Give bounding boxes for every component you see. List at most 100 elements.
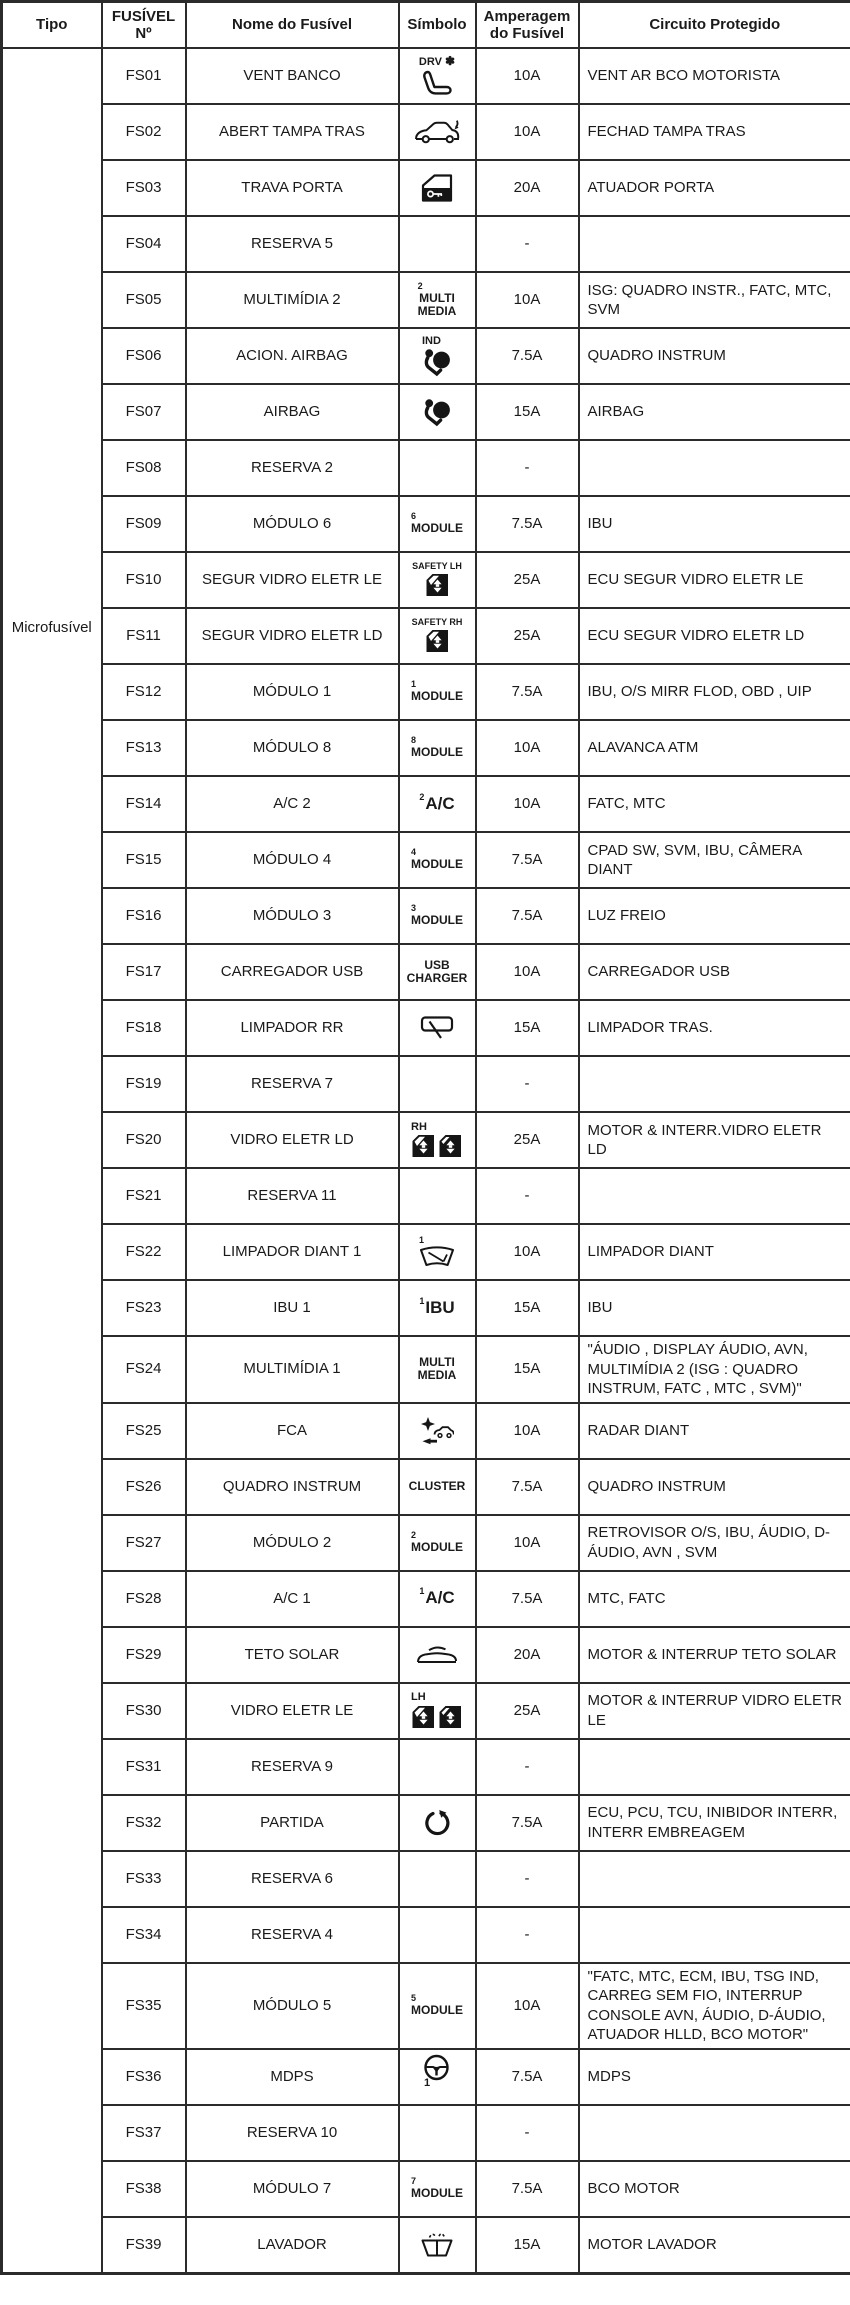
fuse-name-cell: ACION. AIRBAG — [184, 327, 400, 385]
fuse-symbol-cell — [397, 2103, 477, 2162]
fuse-amperage-cell: - — [474, 2103, 580, 2162]
fuse-symbol-cell: RH — [397, 1111, 477, 1169]
table-row: FS14 A/C 2 2A/C 10A FATC, MTC — [2, 775, 850, 833]
fuse-name-cell: FCA — [184, 1401, 400, 1460]
fuse-id-cell: FS32 — [100, 1793, 187, 1852]
protected-circuit-cell: ALAVANCA ATM — [577, 719, 850, 777]
fuse-name-cell: MULTIMÍDIA 2 — [184, 271, 400, 329]
symbol-text: MODULE — [411, 745, 463, 760]
header-row: Tipo FUSÍVEL Nº Nome do Fusível Símbolo … — [0, 0, 850, 49]
fuse-symbol-cell — [397, 383, 477, 441]
fuse-symbol-cell — [397, 1793, 477, 1852]
symbol-superscript: 2 — [419, 791, 425, 802]
fuse-amperage-cell: 15A — [474, 1279, 580, 1337]
fuse-id-cell: FS12 — [100, 663, 187, 721]
column-header-simbolo: Símbolo — [397, 0, 477, 49]
fuse-id-cell: FS08 — [100, 439, 187, 497]
protected-circuit-cell: FECHAD TAMPA TRAS — [577, 103, 850, 161]
protected-circuit-cell: ATUADOR PORTA — [577, 159, 850, 217]
fuse-id-cell: FS18 — [100, 999, 187, 1057]
fuse-amperage-cell: - — [474, 439, 580, 497]
fuse-amperage-cell: 7.5A — [474, 327, 580, 385]
symbol-suffix: 1 — [424, 2077, 431, 2089]
table-row: FS34 RESERVA 4 - — [2, 1905, 850, 1964]
engine-start-icon — [424, 1809, 450, 1837]
protected-circuit-cell: QUADRO INSTRUM — [577, 1457, 850, 1516]
symbol-text: MODULE — [411, 689, 463, 704]
fuse-symbol-cell — [397, 999, 477, 1057]
fuse-id-cell: FS09 — [100, 495, 187, 553]
fuse-name-cell: IBU 1 — [184, 1279, 400, 1337]
fuse-name-cell: A/C 1 — [184, 1569, 400, 1628]
fuse-symbol-cell — [397, 159, 477, 217]
fuse-amperage-cell: 25A — [474, 551, 580, 609]
fuse-symbol-cell — [397, 1849, 477, 1908]
fuse-name-cell: RESERVA 11 — [184, 1167, 400, 1225]
fuse-amperage-cell: 15A — [474, 2215, 580, 2274]
fuse-symbol-cell — [397, 1625, 477, 1684]
symbol-text: MODULE — [411, 2185, 463, 2200]
fuse-id-cell: FS38 — [100, 2159, 187, 2218]
symbol-superscript: 1 — [411, 679, 417, 690]
column-header-tipo: Tipo — [0, 0, 103, 49]
protected-circuit-cell: VENT AR BCO MOTORISTA — [577, 47, 850, 105]
fuse-id-cell: FS05 — [100, 271, 187, 329]
seat-ventilation-icon — [419, 69, 455, 97]
fuse-amperage-cell: 7.5A — [474, 887, 580, 945]
protected-circuit-cell: IBU — [577, 1279, 850, 1337]
fuse-type-label: Microfusível — [11, 619, 92, 636]
table-row: FS26 QUADRO INSTRUM CLUSTER 7.5A QUADRO INST… — [2, 1457, 850, 1516]
symbol-superscript: 1 — [419, 1295, 425, 1306]
table-row: FS18 LIMPADOR RR 15A LIMPADOR TRAS. — [2, 999, 850, 1057]
column-header-nome: Nome do Fusível — [184, 0, 400, 49]
symbol-label: DRV ✽ — [418, 54, 456, 69]
fuse-symbol-cell — [397, 1055, 477, 1113]
table-row: FS27 MÓDULO 2 2 MODULE 10A RETROVISOR O/S, IB… — [2, 1513, 850, 1572]
symbol-text: MULTI — [419, 290, 455, 305]
fuse-name-cell: MÓDULO 4 — [184, 831, 400, 889]
fuse-name-cell: RESERVA 6 — [184, 1849, 400, 1908]
fuse-symbol-cell — [397, 439, 477, 497]
fuse-id-cell: FS11 — [100, 607, 187, 665]
protected-circuit-cell: MTC, FATC — [577, 1569, 850, 1628]
protected-circuit-cell: RETROVISOR O/S, IBU, ÁUDIO, D-ÁUDIO, AVN… — [577, 1513, 850, 1572]
fuse-name-cell: CARREGADOR USB — [184, 943, 400, 1001]
fuse-id-cell: FS28 — [100, 1569, 187, 1628]
fuse-symbol-cell — [397, 1737, 477, 1796]
fuse-symbol-cell: LH — [397, 1681, 477, 1740]
fuse-symbol-cell: 2A/C — [397, 775, 477, 833]
fuse-amperage-cell: - — [474, 1849, 580, 1908]
fuse-amperage-cell: 15A — [474, 999, 580, 1057]
fuse-symbol-cell — [397, 103, 477, 161]
fuse-name-cell: LAVADOR — [184, 2215, 400, 2274]
fuse-amperage-cell: 10A — [474, 103, 580, 161]
protected-circuit-cell: ECU SEGUR VIDRO ELETR LD — [577, 607, 850, 665]
fuse-id-cell: FS24 — [100, 1335, 187, 1404]
table-row: FS21 RESERVA 11 - — [2, 1167, 850, 1225]
symbol-superscript: 6 — [411, 511, 417, 522]
fuse-name-cell: SEGUR VIDRO ELETR LE — [184, 551, 400, 609]
fuse-symbol-cell: USB CHARGER — [397, 943, 477, 1001]
fuse-symbol-cell: IND — [397, 327, 477, 385]
fuse-symbol-cell: 1A/C — [397, 1569, 477, 1628]
fuse-amperage-cell: 7.5A — [474, 1457, 580, 1516]
fuse-id-cell: FS39 — [100, 2215, 187, 2274]
symbol-text: MODULE — [411, 1539, 463, 1554]
fuse-id-cell: FS14 — [100, 775, 187, 833]
steering-wheel-icon — [423, 2054, 451, 2081]
symbol-text: CHARGER — [406, 971, 468, 985]
table-row: FS31 RESERVA 9 - — [2, 1737, 850, 1796]
fuse-amperage-cell: 25A — [474, 1111, 580, 1169]
fuse-id-cell: FS17 — [100, 943, 187, 1001]
symbol-label: SAFETY RH — [411, 617, 463, 628]
protected-circuit-cell: IBU, O/S MIRR FLOD, OBD , UIP — [577, 663, 850, 721]
table-row: FS37 RESERVA 10 - — [2, 2103, 850, 2162]
fuse-symbol-cell: 1IBU — [397, 1279, 477, 1337]
symbol-text: MODULE — [411, 2002, 463, 2017]
symbol-label: SAFETY LH — [412, 561, 462, 572]
table-row: FS10 SEGUR VIDRO ELETR LE SAFETY LH 25A ECU … — [2, 551, 850, 609]
fuse-id-cell: FS25 — [100, 1401, 187, 1460]
protected-circuit-cell: CPAD SW, SVM, IBU, CÂMERA DIANT — [577, 831, 850, 889]
fuse-name-cell: A/C 2 — [184, 775, 400, 833]
protected-circuit-cell: MOTOR & INTERRUP TETO SOLAR — [577, 1625, 850, 1684]
